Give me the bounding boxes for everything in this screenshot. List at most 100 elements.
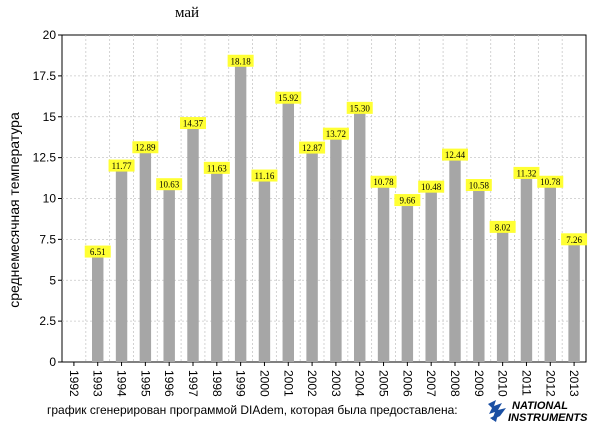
bar <box>496 230 509 362</box>
bar <box>163 188 175 362</box>
x-tick-label: 1993 <box>91 370 105 397</box>
data-label-bg <box>227 54 254 67</box>
data-label-bg <box>132 141 159 154</box>
bar <box>377 185 390 362</box>
bar <box>354 111 366 362</box>
data-label: 12.44 <box>445 150 466 160</box>
data-label-bg <box>251 169 278 182</box>
x-tick-label: 1999 <box>234 370 248 397</box>
x-tick-label: 1994 <box>115 370 129 397</box>
x-tick-label: 2009 <box>472 370 486 397</box>
x-tick-label: 1995 <box>138 370 152 397</box>
bar <box>282 101 294 362</box>
data-label: 11.77 <box>112 161 132 171</box>
data-label: 10.48 <box>421 182 442 192</box>
x-tick-label: 2004 <box>353 370 367 397</box>
bar <box>544 185 556 362</box>
bar <box>449 158 461 362</box>
data-label: 7.26 <box>566 235 582 245</box>
data-label: 11.16 <box>254 171 274 181</box>
data-label-bg <box>442 148 468 161</box>
y-tick-label: 20 <box>43 28 57 42</box>
data-label: 14.37 <box>183 119 204 129</box>
y-tick-label: 15 <box>43 110 57 124</box>
data-label-bg <box>418 180 445 193</box>
bar <box>473 189 485 362</box>
x-tick-label: 2008 <box>448 370 462 397</box>
logo-line-1: NATIONAL <box>512 400 568 412</box>
bar <box>425 190 437 362</box>
x-tick-label: 1992 <box>67 370 81 397</box>
bar <box>520 176 533 362</box>
data-label: 11.32 <box>516 168 536 178</box>
data-label-bg <box>203 161 230 174</box>
data-label: 11.63 <box>207 163 227 173</box>
x-tick-label: 1998 <box>210 370 224 397</box>
y-tick-label: 7.5 <box>39 232 56 246</box>
data-label: 12.89 <box>135 143 156 153</box>
data-label-bg <box>513 166 540 179</box>
footer-note: график сгенерирован программой DIAdem, к… <box>47 403 458 417</box>
data-label-bg <box>465 179 492 192</box>
x-axis-ticks: 1992 1993 1994 1995 1996 1997 1998 1999 2000 2001… <box>67 370 581 397</box>
y-tick-label: 10 <box>43 192 57 206</box>
bar <box>92 255 104 362</box>
grid-lines <box>62 35 586 366</box>
logo-line-2: INSTRUMENTS <box>508 412 588 424</box>
bar <box>306 151 318 362</box>
data-label-bg <box>84 245 111 258</box>
x-tick-label: 2003 <box>329 370 343 397</box>
data-label-bg <box>275 91 302 104</box>
national-instruments-logo: NATIONAL INSTRUMENTS <box>488 400 588 424</box>
data-label-bg <box>489 220 516 233</box>
x-tick-label: 1997 <box>186 370 200 397</box>
y-tick-label: 12.5 <box>33 151 57 165</box>
x-tick-label: 2001 <box>281 370 295 397</box>
bar <box>234 64 247 362</box>
x-tick-label: 2011 <box>519 370 533 396</box>
bars <box>92 64 580 362</box>
x-tick-label: 2006 <box>400 370 414 397</box>
y-tick-label: 5 <box>49 273 56 287</box>
chart-title: май <box>175 5 199 21</box>
data-label: 18.18 <box>231 56 252 66</box>
y-axis-label: среднемесячная температура <box>6 112 22 308</box>
data-label-bg <box>394 194 421 207</box>
data-label: 15.30 <box>350 103 371 113</box>
data-label-bg <box>299 141 326 154</box>
bar <box>211 171 223 362</box>
bar <box>330 137 342 362</box>
data-label: 10.58 <box>469 181 490 191</box>
x-tick-label: 2005 <box>377 370 391 397</box>
x-tick-label: 2013 <box>567 370 581 397</box>
y-axis-ticks: 0 2.5 5 7.5 10 12.5 15 17.5 20 <box>33 28 62 369</box>
data-label-bg <box>156 178 183 191</box>
data-label-bg <box>537 175 564 188</box>
x-tick-label: 2007 <box>424 370 438 397</box>
data-label: 8.02 <box>495 222 511 232</box>
data-label-bg <box>108 159 135 172</box>
bar <box>568 243 580 362</box>
data-label: 9.66 <box>399 196 415 206</box>
data-label: 6.51 <box>90 247 106 257</box>
bar <box>258 179 271 362</box>
y-tick-label: 2.5 <box>39 314 56 328</box>
bar <box>139 151 152 362</box>
data-label: 10.78 <box>540 177 561 187</box>
x-tick-label: 2010 <box>496 370 510 397</box>
data-label: 13.72 <box>326 129 346 139</box>
bar <box>115 169 128 362</box>
data-label: 10.63 <box>159 180 180 190</box>
y-tick-label: 0 <box>49 355 56 369</box>
eagle-icon <box>488 400 506 422</box>
data-label-bg <box>180 117 206 130</box>
data-label-bg <box>370 175 397 188</box>
data-label: 12.87 <box>302 143 323 153</box>
bar <box>401 204 414 362</box>
bar <box>187 127 199 362</box>
x-tick-label: 2002 <box>305 370 319 397</box>
data-label-bg <box>322 127 349 140</box>
data-label-bg <box>346 101 373 114</box>
